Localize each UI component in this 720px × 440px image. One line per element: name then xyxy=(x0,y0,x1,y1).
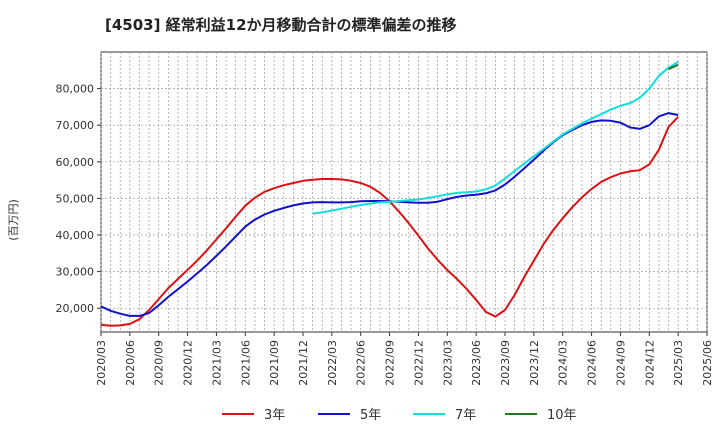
y-axis: 20,000 30,000 40,000 50,000 60,000 70,000 80,0… xyxy=(56,83,101,315)
legend-label: 5年 xyxy=(360,408,381,423)
x-tick-label: 2022/12 xyxy=(412,340,425,386)
x-tick-label: 2021/09 xyxy=(268,340,281,386)
legend: 3年 5年 7年 10年 xyxy=(222,408,577,423)
x-tick-label: 2025/03 xyxy=(672,340,685,386)
x-tick-label: 2022/06 xyxy=(355,340,368,386)
x-tick-label: 2020/06 xyxy=(124,340,137,386)
x-tick-label: 2023/03 xyxy=(441,340,454,386)
grid xyxy=(100,52,708,332)
legend-label: 10年 xyxy=(547,408,577,423)
x-tick-label: 2022/03 xyxy=(326,340,339,386)
x-tick-label: 2022/09 xyxy=(384,340,397,386)
series-line xyxy=(312,61,679,215)
y-tick-label: 30,000 xyxy=(56,266,95,279)
y-tick-label: 60,000 xyxy=(56,156,95,169)
chart-title: [4503] 経常利益12か月移動合計の標準偏差の推移 xyxy=(105,16,457,34)
x-tick-label: 2023/12 xyxy=(528,340,541,386)
y-tick-label: 50,000 xyxy=(56,192,95,205)
x-axis: 2020/03 2020/06 2020/09 2020/12 2021/03 2021/… xyxy=(95,332,714,386)
x-tick-label: 2020/03 xyxy=(95,340,108,386)
y-axis-label: (百万円) xyxy=(7,199,20,241)
y-tick-label: 40,000 xyxy=(56,229,95,242)
x-tick-label: 2024/12 xyxy=(643,340,656,386)
series-lines xyxy=(100,61,679,327)
y-tick-label: 80,000 xyxy=(56,83,95,96)
x-tick-label: 2020/12 xyxy=(182,340,195,386)
y-tick-label: 70,000 xyxy=(56,119,95,132)
x-tick-label: 2021/12 xyxy=(297,340,310,386)
y-tick-label: 20,000 xyxy=(56,302,95,315)
x-tick-label: 2021/06 xyxy=(239,340,252,386)
x-tick-label: 2021/03 xyxy=(210,340,223,386)
x-tick-label: 2023/09 xyxy=(499,340,512,386)
x-tick-label: 2025/06 xyxy=(701,340,714,386)
plot-area xyxy=(100,51,708,333)
x-tick-label: 2024/03 xyxy=(557,340,570,386)
legend-label: 7年 xyxy=(455,408,476,423)
series-line xyxy=(668,63,679,71)
x-tick-label: 2024/06 xyxy=(586,340,599,386)
legend-label: 3年 xyxy=(264,408,285,423)
x-tick-label: 2024/09 xyxy=(614,340,627,386)
x-tick-label: 2020/09 xyxy=(153,340,166,386)
x-tick-label: 2023/06 xyxy=(470,340,483,386)
